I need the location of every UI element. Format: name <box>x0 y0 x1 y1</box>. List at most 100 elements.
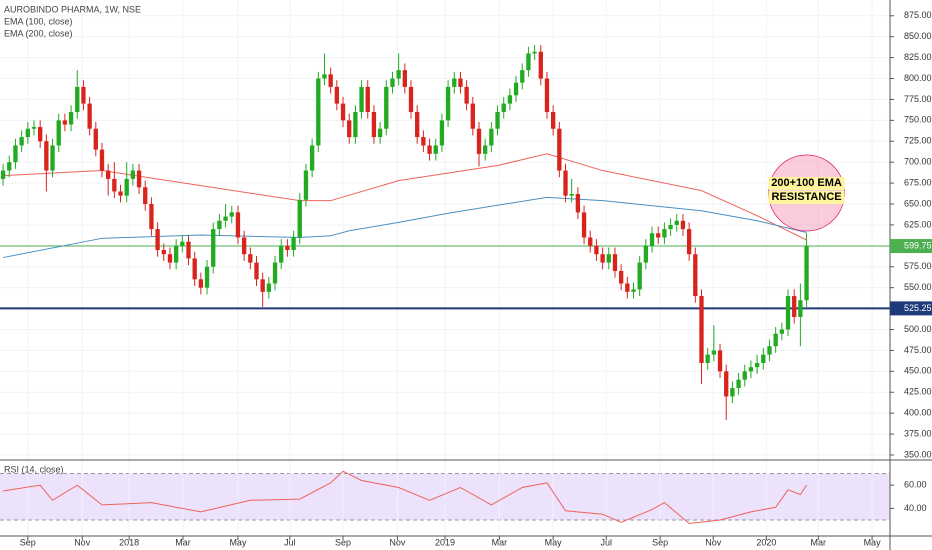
y-tick-label: 700.00 <box>904 157 932 167</box>
candle-body <box>439 120 445 146</box>
y-tick-label: 550.00 <box>904 282 932 292</box>
candle-body <box>81 86 86 104</box>
candle-body <box>643 245 649 263</box>
candle-body <box>445 86 451 121</box>
candle-body <box>254 262 259 280</box>
candle-body <box>377 128 383 138</box>
rsi-tick-label: 60.00 <box>904 480 927 490</box>
candle-body <box>223 216 228 221</box>
legend-entry: EMA (100, close) <box>4 16 73 26</box>
candle-body <box>112 178 117 192</box>
x-tick-label: 2020 <box>756 537 776 547</box>
candle-body <box>322 74 327 79</box>
candle-body <box>390 78 395 87</box>
candle-body <box>489 128 494 146</box>
candle-body <box>38 127 43 142</box>
candle-body <box>483 145 488 154</box>
candle-body <box>637 262 642 290</box>
level-tag <box>890 239 932 254</box>
candle-body <box>563 170 568 196</box>
candle-body <box>384 86 389 129</box>
candle-body <box>297 199 302 238</box>
candle-body <box>649 233 655 246</box>
y-tick-label: 475.00 <box>904 345 932 355</box>
candle-body <box>575 193 581 213</box>
candle-body <box>143 187 148 205</box>
candle-body <box>464 86 469 104</box>
candle-body <box>19 137 24 146</box>
candle-body <box>612 254 618 271</box>
candle-body <box>266 283 272 292</box>
candle-body <box>606 254 611 263</box>
candle-body <box>260 279 265 292</box>
candle-body <box>31 127 37 129</box>
candle-body <box>186 241 191 259</box>
candle-body <box>25 128 30 138</box>
y-tick-label: 800.00 <box>904 73 932 83</box>
candle-body <box>229 212 234 217</box>
candle-body <box>93 128 98 150</box>
candle-body <box>785 296 791 330</box>
candle-body <box>625 283 630 292</box>
candle-body <box>711 350 717 355</box>
candle-body <box>520 70 525 83</box>
candle-body <box>303 170 309 200</box>
rsi-line <box>3 470 807 525</box>
candle-body <box>180 241 185 246</box>
candle-body <box>507 95 513 104</box>
candle-body <box>458 78 463 87</box>
candle-body <box>211 229 216 267</box>
x-tick-label: 2019 <box>435 537 455 547</box>
candle-body <box>13 145 18 163</box>
candle-body <box>680 220 686 230</box>
y-tick-label: 750.00 <box>904 115 932 125</box>
y-tick-label: 350.00 <box>904 449 932 459</box>
candle-body <box>334 86 340 104</box>
candle-body <box>99 149 105 171</box>
candle-body <box>291 237 296 251</box>
candle-body <box>668 224 673 230</box>
x-tick-label: 2018 <box>119 537 139 547</box>
candle-body <box>396 70 401 79</box>
candle-body <box>798 300 803 317</box>
candle-body <box>309 145 315 171</box>
candle-body <box>452 78 457 87</box>
candle-body <box>204 266 210 288</box>
candle-body <box>538 51 543 79</box>
candle-body <box>353 111 358 138</box>
candle-body <box>773 333 778 347</box>
candle-body <box>674 220 679 225</box>
candle-body <box>736 379 741 389</box>
candle-body <box>588 237 593 246</box>
candle-body <box>470 103 475 129</box>
candle-body <box>371 111 377 138</box>
annotation-highlight <box>768 177 845 190</box>
candle-body <box>347 120 352 138</box>
candle-body <box>569 193 574 196</box>
candle-body <box>328 74 333 87</box>
x-tick-label: Jul <box>284 537 296 547</box>
candle-body <box>365 86 370 112</box>
candle-body <box>421 137 426 146</box>
y-tick-label: 825.00 <box>904 52 932 62</box>
candle-body <box>402 70 407 87</box>
rsi-tick-label: 40.00 <box>904 503 927 513</box>
y-tick-label: 850.00 <box>904 31 932 41</box>
legend-entry: EMA (200, close) <box>4 28 73 38</box>
x-tick-label: Nov <box>705 537 722 547</box>
candle-body <box>804 246 809 301</box>
candle-body <box>408 86 414 112</box>
y-tick-label: 425.00 <box>904 387 932 397</box>
candle-body <box>7 162 12 171</box>
x-tick-label: Mar <box>175 537 191 547</box>
x-tick-label: Sep <box>20 537 36 547</box>
candle-body <box>631 289 636 292</box>
candle-body <box>118 191 123 196</box>
candle-body <box>656 233 661 238</box>
candle-body <box>550 111 556 129</box>
candle-body <box>124 178 129 196</box>
candle-body <box>544 78 550 112</box>
y-tick-label: 725.00 <box>904 136 932 146</box>
